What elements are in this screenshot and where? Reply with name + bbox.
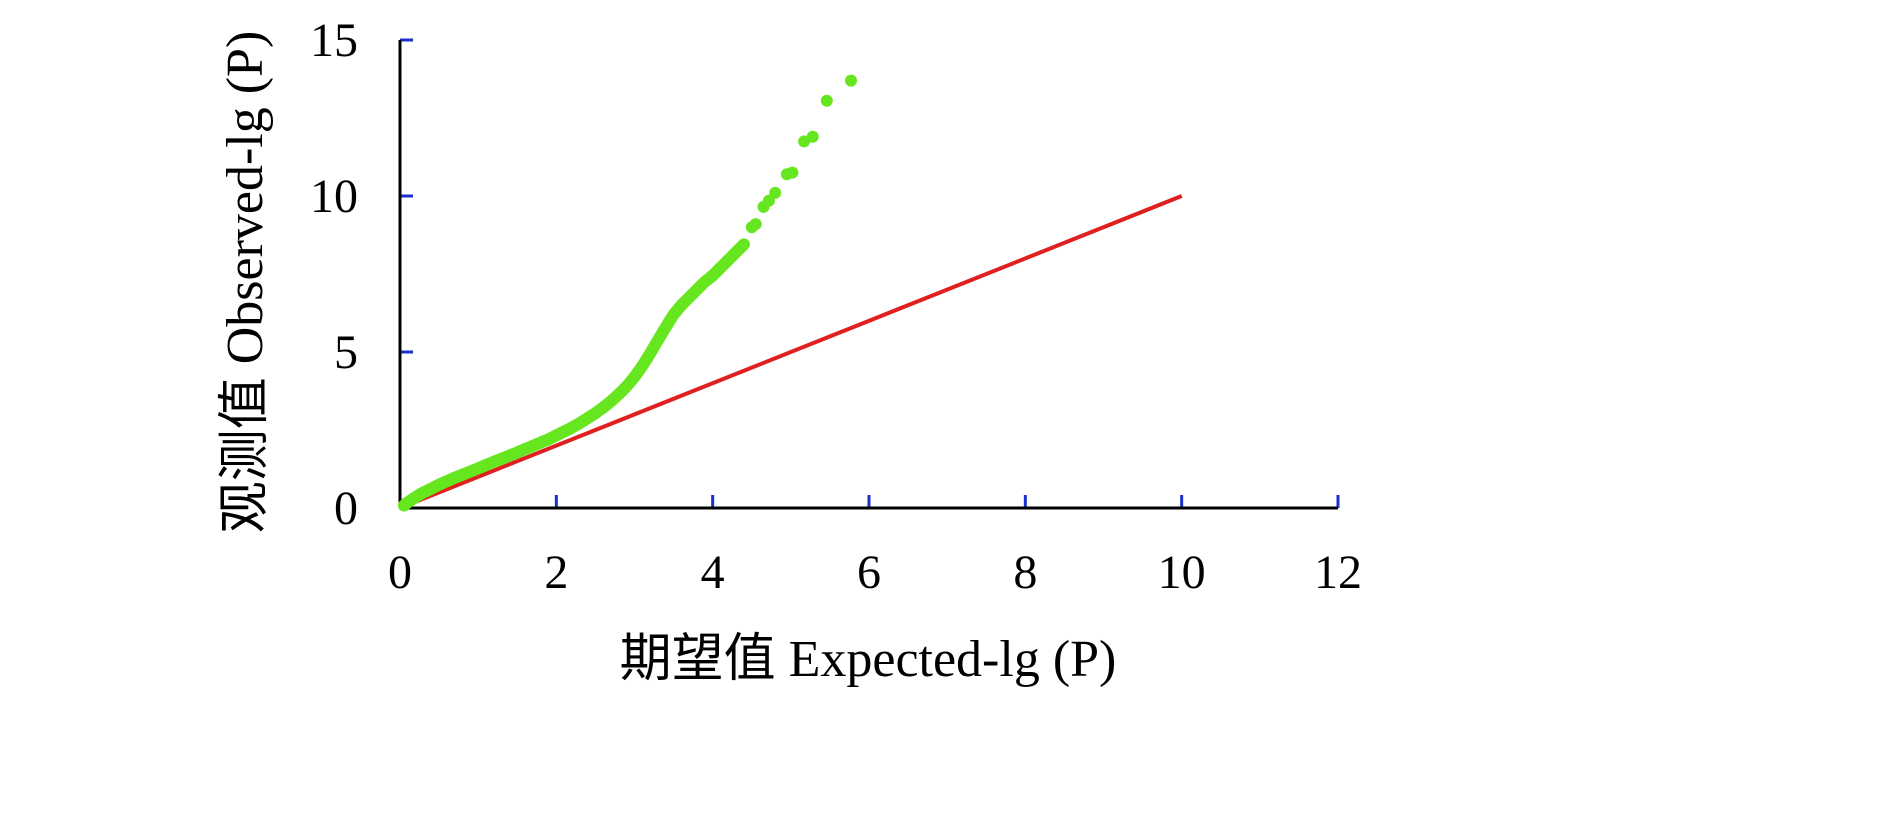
x-tick-labels: 0 2 4 6 8 10 12 xyxy=(388,546,1362,599)
reference-line xyxy=(399,194,1183,510)
data-point-fill xyxy=(736,239,749,252)
y-tick-label: 15 xyxy=(310,14,358,67)
data-point xyxy=(820,94,833,107)
x-tick-label: 2 xyxy=(544,546,568,599)
tick-marks xyxy=(398,38,1340,510)
y-tick-labels: 0 5 10 15 xyxy=(310,14,358,535)
y-tick-label: 0 xyxy=(334,482,358,535)
data-point xyxy=(769,186,782,199)
y-tick-label: 5 xyxy=(334,326,358,379)
data-point xyxy=(749,218,762,231)
data-points xyxy=(397,74,857,512)
x-tick-label: 8 xyxy=(1013,546,1037,599)
x-tick-label: 0 xyxy=(388,546,412,599)
y-tick-label: 10 xyxy=(310,170,358,223)
data-point xyxy=(806,130,819,143)
x-tick-label: 10 xyxy=(1158,546,1206,599)
x-tick-label: 4 xyxy=(701,546,725,599)
data-point xyxy=(845,74,857,87)
x-tick-label: 12 xyxy=(1314,546,1362,599)
x-tick-label: 6 xyxy=(857,546,881,599)
x-axis-title: 期望值 Expected-lg (P) xyxy=(620,631,1117,688)
data-point xyxy=(786,166,799,179)
y-axis-title: 观测值 Observed-lg (P) xyxy=(217,31,274,534)
